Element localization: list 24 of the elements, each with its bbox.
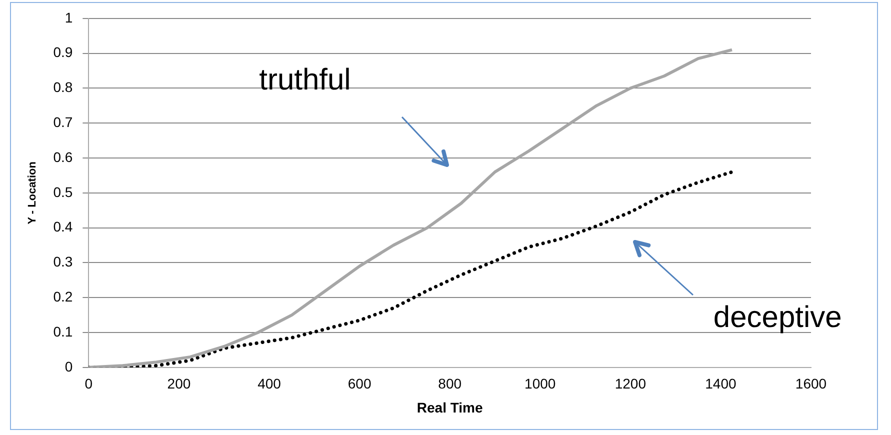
y-tick-label: 0.5 [53,184,73,200]
y-tick-label: 0.4 [53,218,73,235]
y-tick-label: 0.9 [53,44,73,60]
y-tick-label: 0 [64,358,73,374]
x-tick-label: 1200 [614,376,646,392]
y-tick-label: 0.3 [53,254,73,270]
y-tick-label: 1 [64,9,73,26]
x-tick-label: 800 [438,376,462,392]
y-tick-label: 0.2 [53,288,73,304]
x-tick-label: 1000 [524,376,556,392]
x-tick-label: 1400 [705,376,736,392]
y-tick-label: 0.8 [53,79,73,96]
y-tick-label: 0.1 [53,323,73,340]
x-tick-label: 1600 [795,376,827,392]
annotation: truthful [259,63,351,96]
y-tick-label: 0.7 [53,114,73,130]
y-axis-title: Y - Location [26,161,39,224]
annotation: deceptive [713,301,842,334]
x-tick-label: 600 [348,376,372,392]
x-tick-label: 200 [167,376,191,392]
y-tick-label: 0.6 [53,148,73,165]
x-tick-label: 0 [84,376,93,392]
x-tick-label: 400 [258,376,282,392]
x-axis-title: Real Time [416,399,483,416]
